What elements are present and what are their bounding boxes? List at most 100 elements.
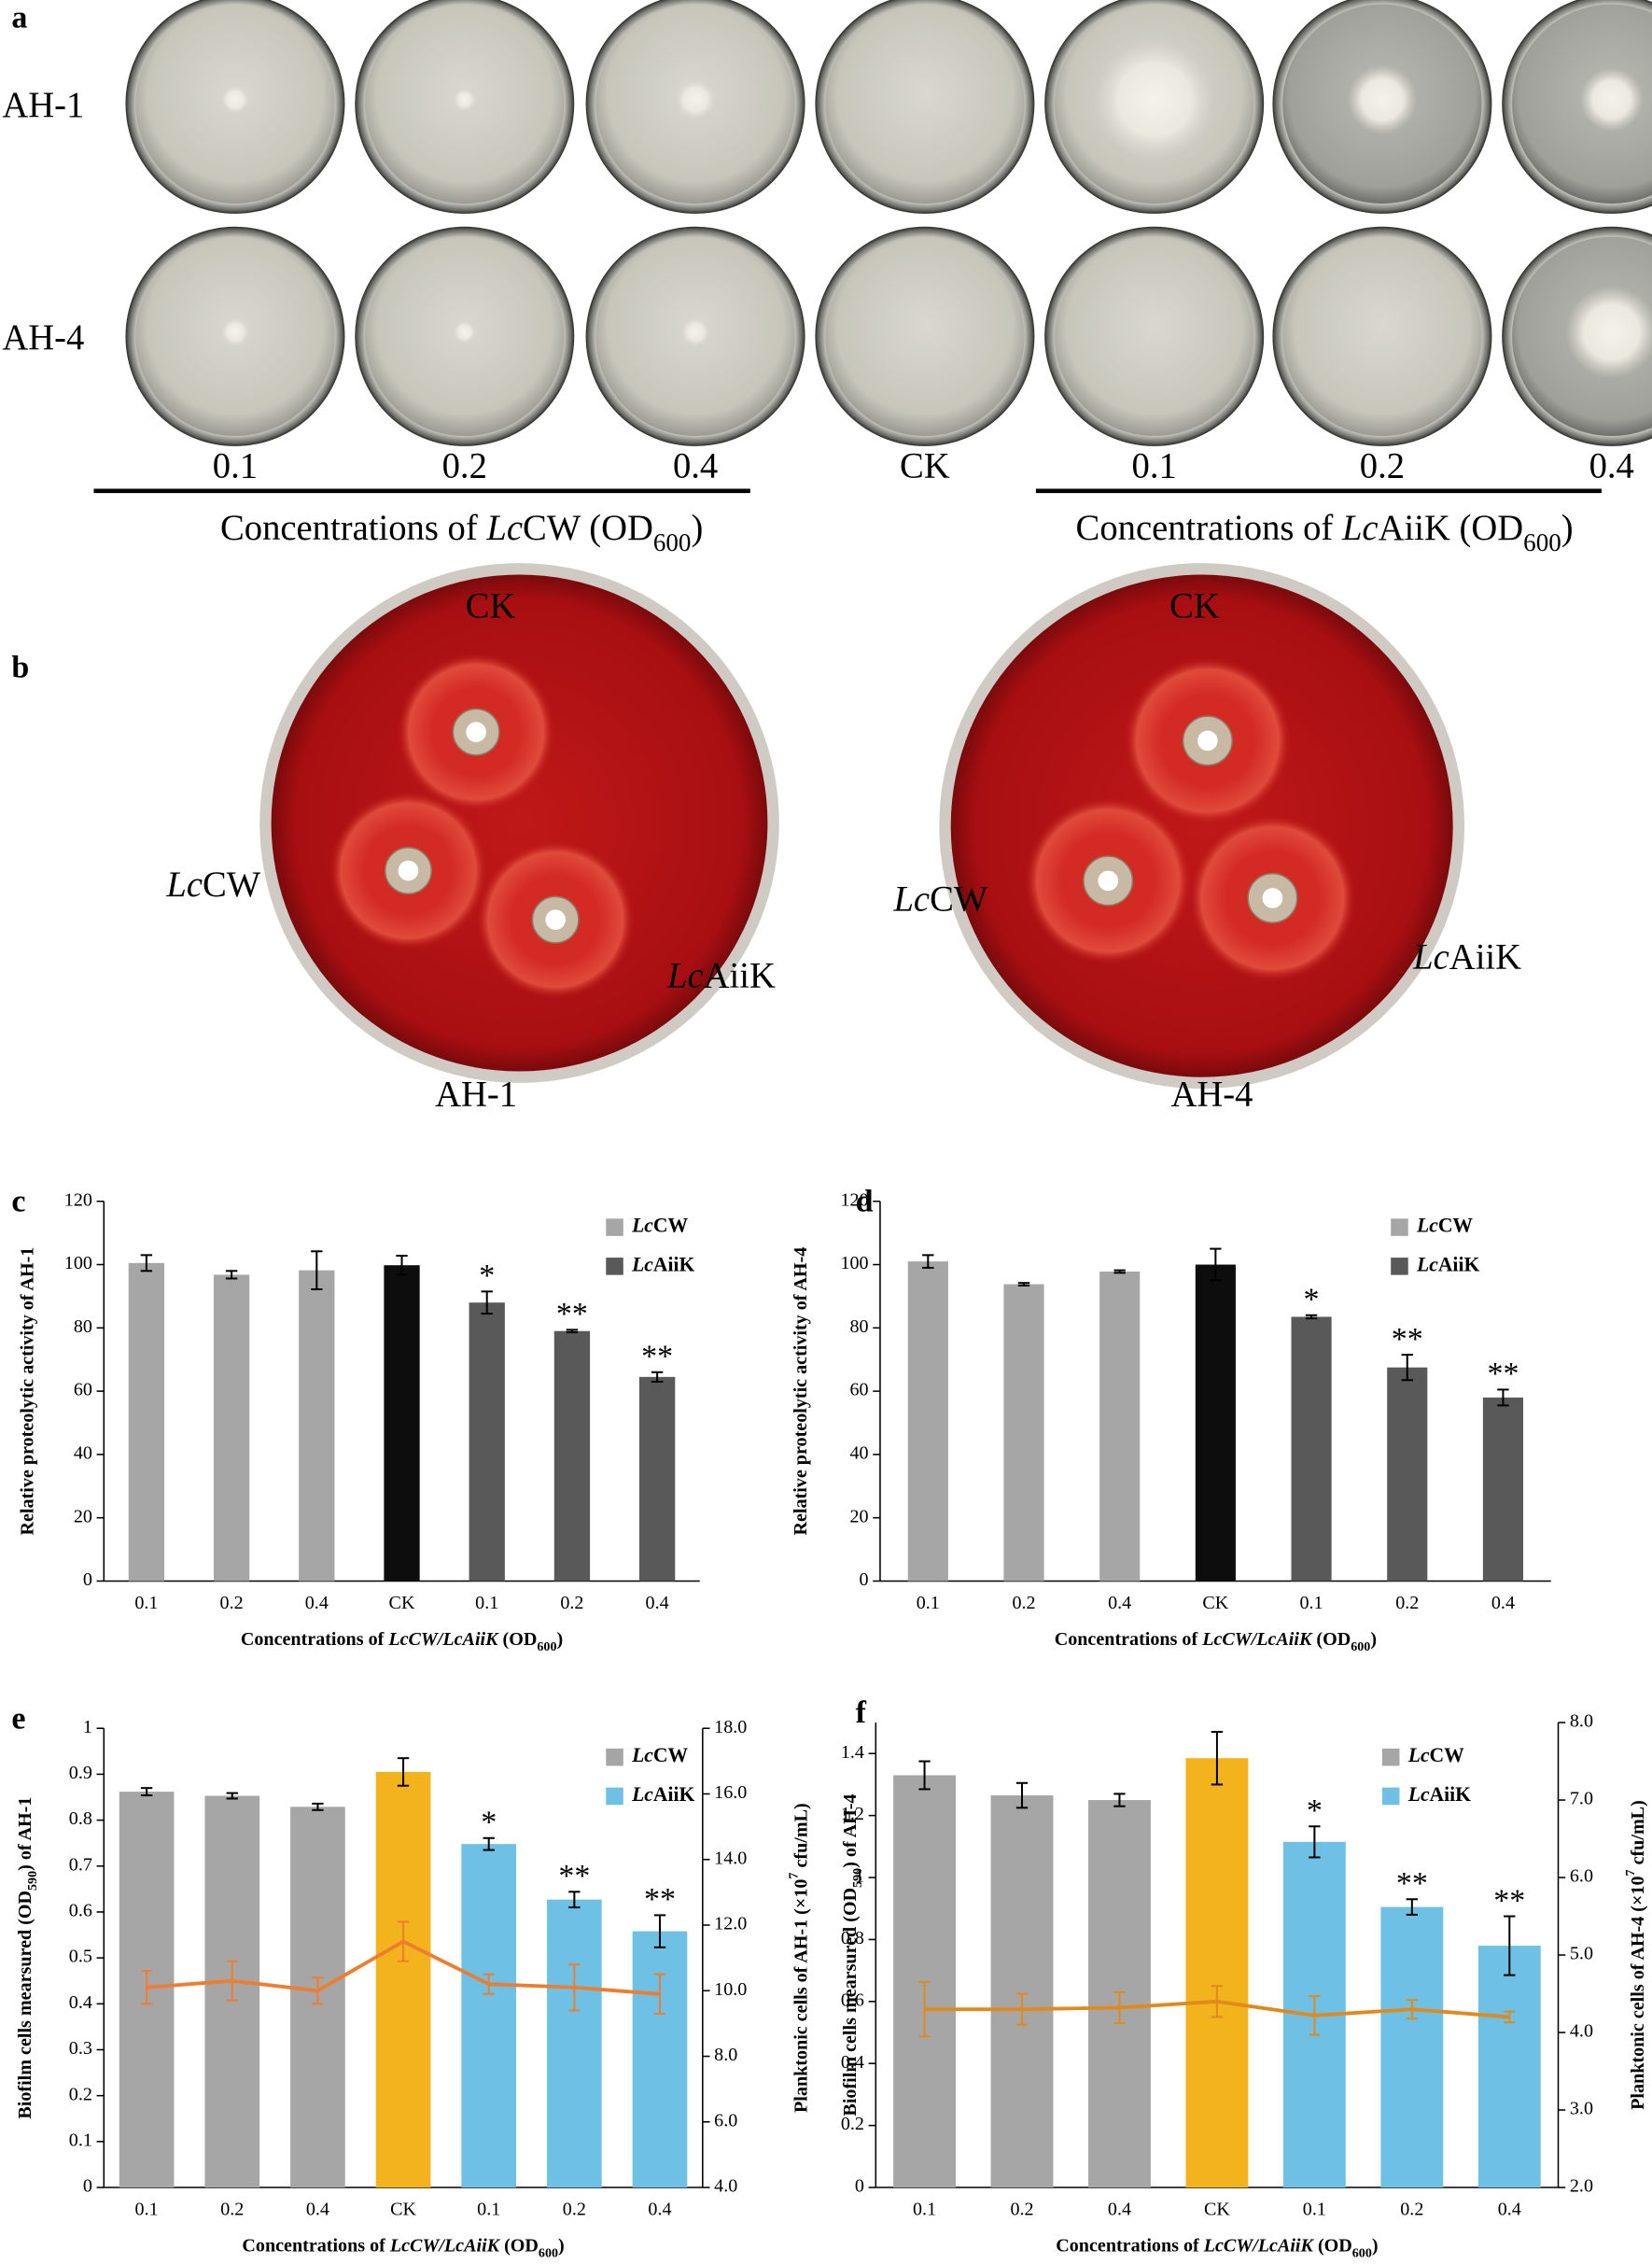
group-label: Concentrations of LcAiiK (OD600) <box>1076 509 1574 556</box>
x-tick-label: CK <box>389 1593 415 1613</box>
text-part: Lc <box>1407 1744 1430 1766</box>
bar <box>1380 1906 1444 2188</box>
well <box>1197 730 1218 752</box>
text-part: LcCW/LcAiiK <box>387 1628 499 1649</box>
y2-tick-label: 2.0 <box>1570 2176 1593 2197</box>
row-label: AH-4 <box>2 318 84 358</box>
significance: * <box>1304 1283 1320 1317</box>
text-part: cfu/mL) <box>1628 1800 1648 1869</box>
y-tick-label: 1 <box>83 1717 92 1737</box>
x-tick-label: 0.4 <box>305 1593 329 1613</box>
y-tick-label: 0.5 <box>69 1947 92 1967</box>
legend-swatch <box>606 1748 623 1766</box>
y-tick-label: 0.6 <box>69 1901 92 1921</box>
y2-tick-label: 4.0 <box>1570 2021 1593 2042</box>
text-part: CW (OD <box>523 509 653 548</box>
text-part: Concentrations of <box>242 2235 389 2256</box>
y2-tick-label: 7.0 <box>1570 1789 1593 1809</box>
y2-tick-label: 8.0 <box>714 2045 737 2065</box>
x-tick-label: 0.2 <box>560 1593 583 1613</box>
significance: ** <box>1396 1866 1428 1901</box>
colony <box>453 88 477 112</box>
y2-tick-label: 6.0 <box>1570 1866 1593 1887</box>
legend-label: LcCW <box>1407 1744 1464 1766</box>
y-tick-label: 1 <box>855 1866 864 1887</box>
text-part: CW <box>930 879 988 919</box>
y-tick-label: 0.4 <box>841 2052 864 2073</box>
y2-tick-label: 4.0 <box>714 2176 737 2197</box>
plate-label: AH-1 <box>435 1075 517 1114</box>
bar <box>461 1844 517 2188</box>
plate-label: CK <box>1169 587 1220 626</box>
y-tick-label: 0 <box>855 2176 864 2197</box>
text-part: CW <box>653 1744 689 1766</box>
y-tick-label: 60 <box>850 1380 869 1400</box>
well <box>398 860 419 881</box>
text-part: (OD <box>1311 1628 1351 1649</box>
text-part: CW <box>1438 1215 1474 1237</box>
x-tick-label: 0.2 <box>1400 2199 1423 2219</box>
significance: ** <box>1493 1883 1525 1918</box>
y-tick-label: 0.6 <box>841 1990 864 2010</box>
plate-label: AH-4 <box>1171 1075 1253 1114</box>
y-axis-label: Relative proteolytic activity of AH-4 <box>791 1247 811 1536</box>
legend-swatch <box>1381 1748 1400 1766</box>
text-part: Biofilm cells mearsured (OD <box>840 1888 861 2116</box>
legend-label: LcCW <box>1416 1215 1473 1237</box>
petri-agar <box>1055 236 1254 437</box>
significance: * <box>1307 1793 1323 1828</box>
legend-label: LcCW <box>631 1744 688 1766</box>
colony <box>1579 67 1644 132</box>
x-tick-label: 0.1 <box>475 1593 498 1613</box>
y-tick-label: 80 <box>74 1316 92 1337</box>
y-tick-label: 0.7 <box>69 1854 92 1875</box>
y-tick-label: 0 <box>83 1569 92 1590</box>
text-part: AiiK <box>653 1783 695 1806</box>
bar <box>1477 1946 1541 2188</box>
colony <box>680 317 710 347</box>
concentration-label: 0.1 <box>213 447 258 486</box>
bar <box>638 1376 676 1582</box>
x-tick-label: 0.4 <box>1108 2199 1131 2219</box>
y-axis-label: Relative proteolytic activity of AH-1 <box>18 1247 38 1536</box>
petri-agar <box>825 4 1025 204</box>
panel-b-photos <box>259 563 1465 1090</box>
legend-label: LcAiiK <box>631 1783 694 1806</box>
colony <box>675 79 716 120</box>
bar <box>375 1771 431 2188</box>
panel-letter: e <box>11 1701 25 1736</box>
x-tick-label: 0.1 <box>477 2199 500 2219</box>
text-part: ) <box>1372 2235 1379 2256</box>
panel-letter: b <box>11 650 29 684</box>
x-axis-label: Concentrations of LcCW/LcAiiK (OD600) <box>242 2235 564 2261</box>
text-part: AiiK <box>1438 1253 1480 1275</box>
concentration-label: 0.4 <box>673 447 718 486</box>
text-part: CW <box>203 865 261 905</box>
bar <box>1387 1367 1428 1582</box>
y-tick-label: 120 <box>64 1189 92 1210</box>
x-tick-label: 0.2 <box>1012 1593 1035 1613</box>
legend-label: LcAiiK <box>1416 1253 1479 1275</box>
text-part: ) of AH-4 <box>840 1794 861 1868</box>
text-part: CW <box>653 1215 689 1237</box>
text-part: AiiK <box>704 956 776 995</box>
well <box>1098 870 1119 892</box>
concentration-label: CK <box>900 447 950 486</box>
text-part: Lc <box>1341 509 1379 548</box>
panel-letter: c <box>11 1185 25 1219</box>
y-tick-label: 20 <box>74 1506 92 1526</box>
text-part: Concentrations of <box>1056 2235 1203 2256</box>
x-tick-label: 0.1 <box>1303 2199 1326 2219</box>
text-part: LcCW/LcAiiK <box>1203 2235 1315 2256</box>
y-tick-label: 1.2 <box>841 1804 864 1824</box>
x-tick-label: 0.1 <box>1300 1593 1323 1613</box>
legend-label: LcAiiK <box>1407 1783 1471 1806</box>
y2-tick-label: 8.0 <box>1570 1711 1593 1732</box>
well <box>1262 888 1283 908</box>
x-tick-label: 0.1 <box>135 2199 159 2219</box>
legend-swatch <box>606 1787 623 1806</box>
x-tick-label: 0.2 <box>220 2199 244 2219</box>
text-part: Lc <box>1407 1783 1430 1806</box>
colony <box>1565 286 1652 379</box>
